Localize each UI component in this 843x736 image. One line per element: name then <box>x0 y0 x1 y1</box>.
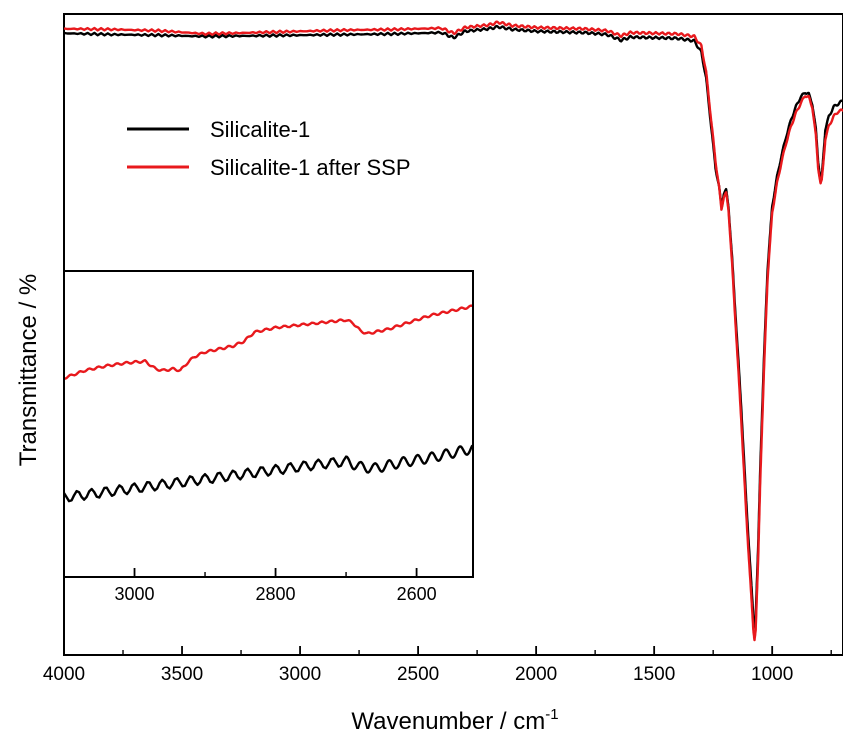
main-x-tick-label-3000: 3000 <box>279 664 321 685</box>
main-x-tick-label-4000: 4000 <box>43 664 85 685</box>
main-x-ticks: 4000 3500 3000 2500 2000 1500 1000 <box>43 646 832 685</box>
main-x-tick-label-3500: 3500 <box>161 664 203 685</box>
legend-label-silicalite-1-after-ssp: Silicalite-1 after SSP <box>210 155 411 180</box>
x-axis-title-superscript: -1 <box>545 706 558 723</box>
inset-x-ticks: 3000 2800 2600 <box>63 568 437 604</box>
main-series-group <box>63 20 843 642</box>
x-axis-title: Wavenumber / cm-1 <box>351 706 558 735</box>
main-x-tick-label-1500: 1500 <box>633 664 675 685</box>
legend: Silicalite-1 Silicalite-1 after SSP <box>127 117 411 180</box>
inset-x-tick-label-3000: 3000 <box>114 584 154 604</box>
inset-x-tick-label-2800: 2800 <box>256 584 296 604</box>
main-x-tick-label-1000: 1000 <box>751 664 793 685</box>
inset-plot-frame <box>63 270 474 578</box>
inset-series-group <box>62 304 475 503</box>
y-axis-title: Transmittance / % <box>15 274 42 467</box>
x-axis-title-main: Wavenumber / cm <box>351 708 545 735</box>
inset-background <box>64 271 473 577</box>
inset-series-silicalite-1 <box>62 444 475 503</box>
inset-series-silicalite-1-after-ssp <box>63 304 474 380</box>
inset-x-tick-label-2600: 2600 <box>397 584 437 604</box>
legend-label-silicalite-1: Silicalite-1 <box>210 117 310 142</box>
main-x-tick-label-2500: 2500 <box>397 664 439 685</box>
main-x-tick-label-2000: 2000 <box>515 664 557 685</box>
main-series-silicalite-1-after-ssp <box>63 20 843 642</box>
